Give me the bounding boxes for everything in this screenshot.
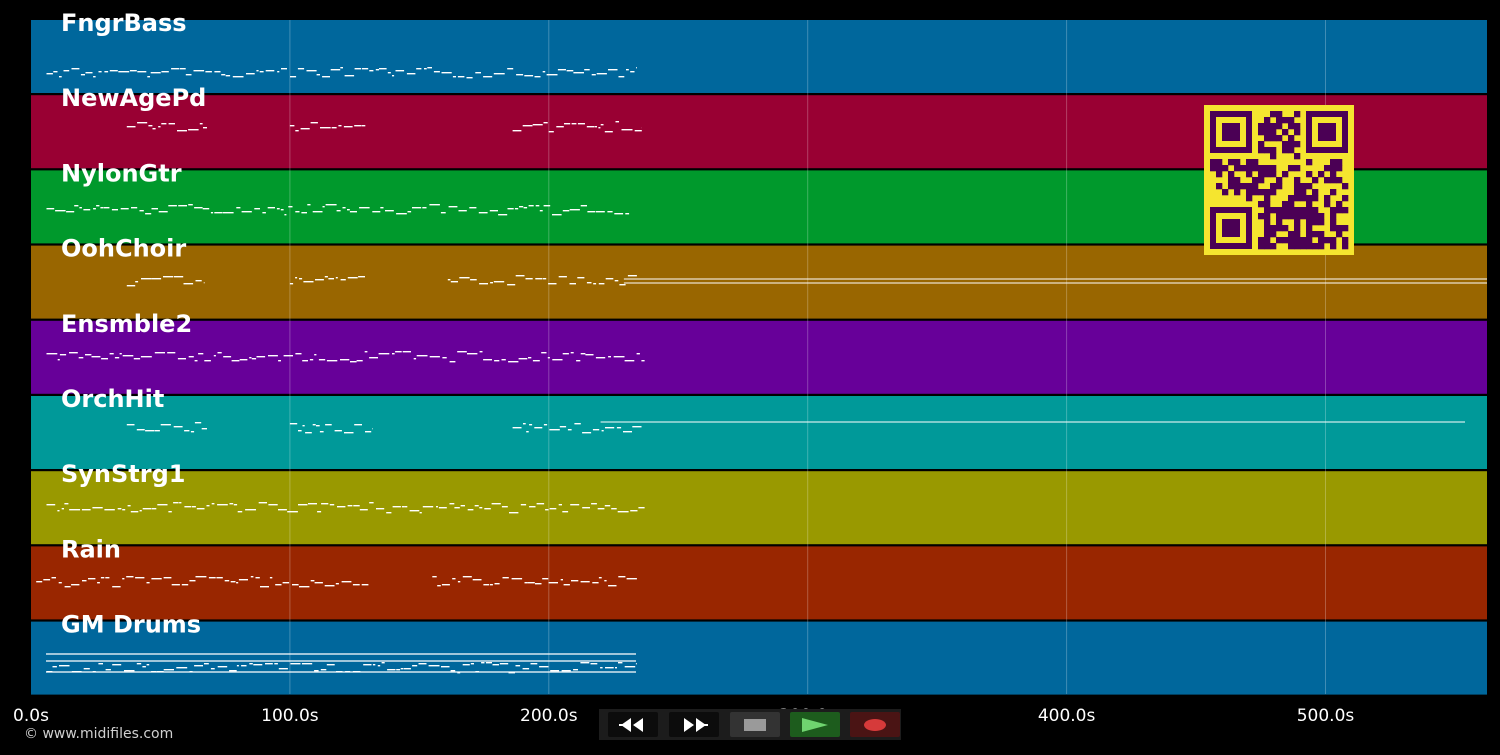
- track-lane: [31, 471, 1487, 545]
- track-notes: [46, 204, 630, 216]
- track-lane: [31, 396, 1487, 469]
- track-names: FngrBass NewAgePd NylonGtr OohChoir Ensmble2…: [61, 9, 206, 639]
- track-notes: [126, 121, 642, 133]
- track-lane: [31, 621, 1487, 695]
- track-name: SynStrg1: [61, 460, 186, 488]
- time-tick-label: 500.0s: [1297, 706, 1355, 726]
- track-name: Ensmble2: [61, 310, 192, 338]
- stop-icon: [744, 718, 766, 731]
- track-notes: [46, 351, 645, 363]
- transport-bar: [599, 709, 901, 740]
- track-lane: [31, 20, 1487, 93]
- time-tick-label: 100.0s: [261, 706, 319, 726]
- time-tick-label: 400.0s: [1038, 706, 1096, 726]
- track-name: NylonGtr: [61, 159, 182, 187]
- rewind-icon: [619, 717, 643, 732]
- track-lane: [31, 546, 1487, 620]
- fast-forward-button[interactable]: [669, 712, 719, 737]
- track-notes: [36, 576, 637, 588]
- track-name: FngrBass: [61, 9, 187, 37]
- track-name: OrchHit: [61, 385, 164, 413]
- record-button[interactable]: [850, 712, 900, 737]
- track-lane: [31, 245, 1487, 319]
- fast-forward-icon: [684, 717, 708, 732]
- stop-button[interactable]: [730, 712, 780, 737]
- play-button[interactable]: [790, 712, 840, 737]
- record-icon: [864, 718, 886, 731]
- time-tick-label: 0.0s: [13, 706, 49, 726]
- track-notes: [126, 422, 642, 434]
- track-name: GM Drums: [61, 611, 201, 639]
- track-name: Rain: [61, 535, 121, 563]
- time-tick-label: 200.0s: [520, 706, 578, 726]
- track-lane: [31, 320, 1487, 394]
- track-name: NewAgePd: [61, 84, 206, 112]
- track-notes: [126, 275, 637, 287]
- qr-code: [1204, 105, 1354, 255]
- track-notes: [46, 67, 637, 79]
- note-events: [36, 67, 1487, 674]
- copyright-notice: © www.midifiles.com: [24, 726, 174, 742]
- rewind-button[interactable]: [608, 712, 658, 737]
- track-name: OohChoir: [61, 235, 186, 263]
- play-icon: [802, 717, 828, 732]
- track-notes: [46, 502, 645, 514]
